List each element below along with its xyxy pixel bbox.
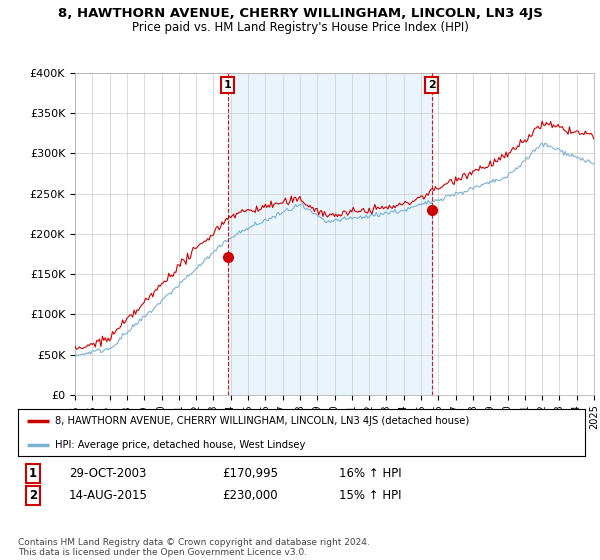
Text: Contains HM Land Registry data © Crown copyright and database right 2024.
This d: Contains HM Land Registry data © Crown c… <box>18 538 370 557</box>
Text: 1: 1 <box>224 80 232 90</box>
Text: HPI: Average price, detached house, West Lindsey: HPI: Average price, detached house, West… <box>55 440 305 450</box>
Text: 15% ↑ HPI: 15% ↑ HPI <box>339 489 401 502</box>
Text: 8, HAWTHORN AVENUE, CHERRY WILLINGHAM, LINCOLN, LN3 4JS (detached house): 8, HAWTHORN AVENUE, CHERRY WILLINGHAM, L… <box>55 416 469 426</box>
Text: 1: 1 <box>29 466 37 480</box>
Text: 16% ↑ HPI: 16% ↑ HPI <box>339 466 401 480</box>
Text: 8, HAWTHORN AVENUE, CHERRY WILLINGHAM, LINCOLN, LN3 4JS: 8, HAWTHORN AVENUE, CHERRY WILLINGHAM, L… <box>58 7 542 20</box>
Text: 29-OCT-2003: 29-OCT-2003 <box>69 466 146 480</box>
Text: 2: 2 <box>29 489 37 502</box>
Text: Price paid vs. HM Land Registry's House Price Index (HPI): Price paid vs. HM Land Registry's House … <box>131 21 469 34</box>
Text: £230,000: £230,000 <box>222 489 278 502</box>
Text: £170,995: £170,995 <box>222 466 278 480</box>
Text: 2: 2 <box>428 80 436 90</box>
Text: 14-AUG-2015: 14-AUG-2015 <box>69 489 148 502</box>
